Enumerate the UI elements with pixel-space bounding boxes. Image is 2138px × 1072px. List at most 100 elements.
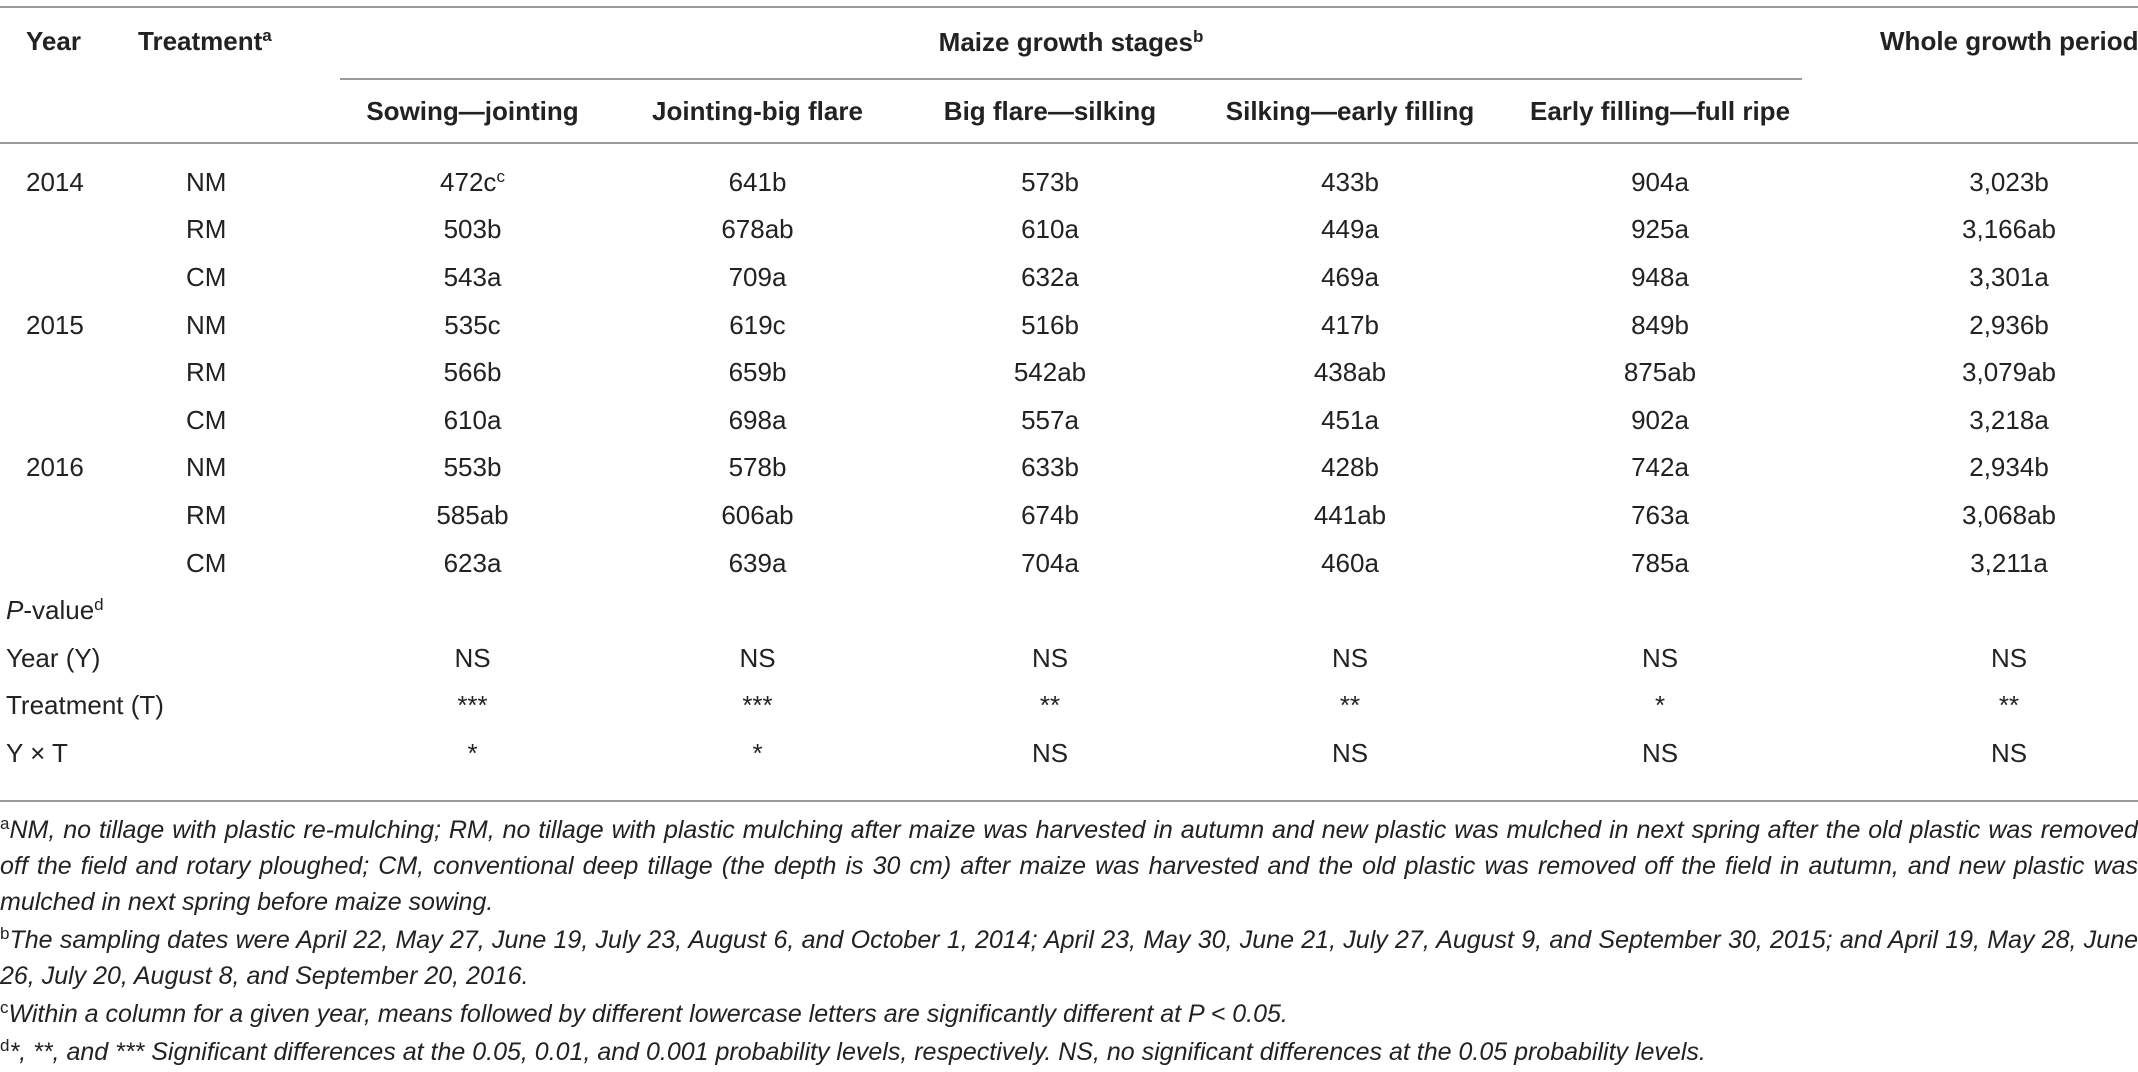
cell-value: 704a — [1021, 547, 1079, 578]
cell-treatment: CM — [186, 404, 227, 435]
cell-year — [0, 491, 130, 539]
cell-year — [0, 539, 130, 587]
stats-label: Year (Y) — [6, 642, 101, 673]
cell-value: 2,936b — [1969, 309, 2049, 340]
cell-value: 610a — [1021, 214, 1079, 245]
cell-year: 2014 — [26, 166, 84, 197]
cell-value: 606ab — [721, 499, 794, 530]
footnote-a: aNM, no tillage with plastic re-mulching… — [0, 814, 2138, 916]
cell-year — [0, 348, 130, 396]
cell-treatment: RM — [186, 214, 227, 245]
cell-value: 3,218a — [1969, 404, 2049, 435]
cell-value: 674b — [1021, 499, 1079, 530]
cell-treatment: RM — [186, 499, 227, 530]
cell-value: 503b — [443, 214, 502, 245]
table-top-rule — [0, 6, 2138, 8]
cell-value: 3,023b — [1969, 166, 2049, 197]
cell-value: 585ab — [436, 499, 509, 530]
table-header: Year Treatmenta Maize growth stagesb Who… — [0, 6, 2138, 144]
cell-value: 542ab — [1013, 357, 1087, 388]
cell-value: 902a — [1631, 404, 1689, 435]
cell-treatment: NM — [186, 452, 227, 483]
table-row: RM 503b 678ab 610a 449a 925a 3,166ab — [0, 206, 2138, 254]
footnote-d: d*, **, and *** Significant differences … — [0, 1036, 1706, 1066]
table-body: 2014 NM 472cc 641b 573b 433b 904a 3,023b… — [0, 143, 2138, 777]
cell-value: 543a — [443, 261, 502, 292]
pvalue-row: P-valued — [0, 586, 2138, 634]
stats-value: NS — [1031, 642, 1069, 673]
stats-value: NS — [1641, 737, 1679, 768]
cell-value: 578b — [728, 452, 787, 483]
stats-value: ** — [1998, 690, 2020, 721]
cell-value: 904a — [1631, 166, 1689, 197]
stats-row: Treatment (T) *** *** ** ** * ** — [0, 682, 2138, 730]
cell-value: 460a — [1321, 547, 1379, 578]
cell-value: 553b — [443, 452, 502, 483]
footnote-c: cWithin a column for a given year, means… — [0, 998, 1288, 1028]
header-maize-growth-stages: Maize growth stagesb — [330, 6, 1820, 80]
table-row: 2015 NM 535c 619c 516b 417b 849b 2,936b — [0, 301, 2138, 349]
cell-value: 3,211a — [1970, 547, 2048, 578]
cell-value: 417b — [1321, 309, 1379, 340]
cell-value: 698a — [728, 404, 787, 435]
cell-treatment: RM — [186, 357, 227, 388]
cell-value: 785a — [1631, 547, 1689, 578]
pvalue-label: P-valued — [6, 595, 104, 626]
stats-label: Treatment (T) — [6, 690, 164, 721]
stats-value: ** — [1339, 690, 1361, 721]
stats-value: NS — [1331, 642, 1369, 673]
stats-value: NS — [739, 642, 776, 673]
table-row: 2016 NM 553b 578b 633b 428b 742a 2,934b — [0, 444, 2138, 492]
cell-value: 678ab — [721, 214, 794, 245]
cell-year: 2015 — [26, 309, 84, 340]
header-stage-4: Silking—early filling — [1200, 80, 1500, 144]
table-row: 2014 NM 472cc 641b 573b 433b 904a 3,023b — [0, 143, 2138, 206]
cell-value: 557a — [1021, 404, 1079, 435]
stats-value: *** — [742, 690, 773, 721]
cell-value: 619c — [729, 309, 786, 340]
cell-value: 632a — [1021, 261, 1079, 292]
header-treatment: Treatmenta — [130, 6, 330, 144]
table-row: RM 585ab 606ab 674b 441ab 763a 3,068ab — [0, 491, 2138, 539]
header-stage-1: Sowing—jointing — [330, 80, 615, 144]
stats-value: NS — [1031, 737, 1069, 768]
cell-value: 433b — [1321, 166, 1379, 197]
header-stage-5: Early filling—full ripe — [1500, 80, 1821, 144]
cell-value: 2,934b — [1969, 452, 2049, 483]
cell-treatment: NM — [186, 309, 227, 340]
cell-year: 2016 — [26, 452, 84, 483]
cell-treatment: CM — [186, 261, 227, 292]
data-table: Year Treatmenta Maize growth stagesb Who… — [0, 6, 2138, 777]
cell-value: 428b — [1321, 452, 1379, 483]
cell-value: 763a — [1631, 499, 1689, 530]
cell-value: 3,079ab — [1962, 357, 2056, 388]
cell-value: 639a — [728, 547, 787, 578]
table-row: RM 566b 659b 542ab 438ab 875ab 3,079ab — [0, 348, 2138, 396]
cell-year — [0, 396, 130, 444]
cell-value: 623a — [443, 547, 502, 578]
header-stage-3: Big flare—silking — [900, 80, 1200, 144]
cell-value: 849b — [1631, 309, 1689, 340]
cell-value: 3,301a — [1969, 261, 2049, 292]
cell-value: 472cc — [440, 166, 505, 197]
cell-value: 3,068ab — [1962, 499, 2056, 530]
stats-value: NS — [1990, 737, 2028, 768]
cell-value: 875ab — [1623, 357, 1697, 388]
cell-value: 948a — [1631, 261, 1689, 292]
cell-value: 573b — [1021, 166, 1079, 197]
header-year: Year — [0, 6, 130, 144]
cell-value: 441ab — [1313, 499, 1387, 530]
cell-value: 566b — [443, 357, 502, 388]
cell-value: 709a — [728, 261, 787, 292]
cell-value: 742a — [1631, 452, 1689, 483]
cell-year — [0, 253, 130, 301]
cell-value: 925a — [1631, 214, 1689, 245]
stats-value: NS — [1990, 642, 2028, 673]
footnote-b: bThe sampling dates were April 22, May 2… — [0, 924, 2138, 990]
stats-value: * — [1654, 690, 1666, 721]
cell-year — [0, 206, 130, 254]
cell-treatment: NM — [186, 166, 227, 197]
cell-value: 516b — [1021, 309, 1079, 340]
stats-value: NS — [1331, 737, 1369, 768]
